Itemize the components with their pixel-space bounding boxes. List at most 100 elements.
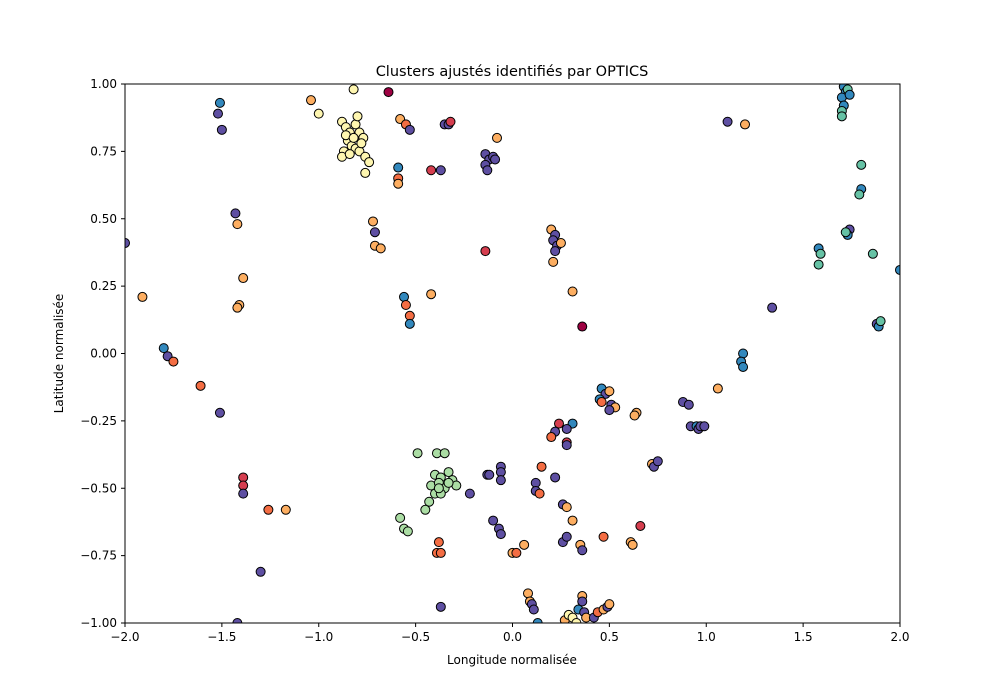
data-point [232, 618, 243, 623]
x-axis-label: Longitude normalisée [447, 653, 577, 667]
data-point [482, 165, 493, 176]
data-point [393, 178, 404, 189]
data-point [402, 526, 413, 537]
data-point [604, 405, 615, 416]
data-point [577, 321, 588, 332]
data-point [443, 467, 454, 478]
data-point [445, 116, 456, 127]
data-point [815, 248, 826, 259]
data-point [348, 132, 359, 143]
data-point [627, 539, 638, 550]
data-point [519, 539, 530, 550]
data-point [443, 477, 454, 488]
data-point [400, 299, 411, 310]
data-point [567, 515, 578, 526]
y-tick-label: 0.00 [90, 347, 117, 361]
data-point [546, 432, 557, 443]
data-point [561, 531, 572, 542]
data-point [230, 208, 241, 219]
data-point [577, 545, 588, 556]
data-point [567, 286, 578, 297]
data-point [412, 448, 423, 459]
data-point [360, 167, 371, 178]
data-point [875, 316, 886, 327]
data-point [577, 596, 588, 607]
data-point [836, 111, 847, 122]
data-point [740, 119, 750, 130]
data-point [484, 469, 495, 480]
data-point [629, 410, 640, 421]
data-point [238, 273, 249, 284]
x-tick-label: 0.0 [503, 630, 522, 644]
data-point [532, 618, 543, 623]
data-point [280, 504, 291, 515]
data-point [426, 165, 437, 176]
data-point [550, 472, 561, 483]
data-point [495, 475, 506, 486]
data-point [433, 483, 444, 494]
data-point [571, 618, 582, 623]
data-point [435, 601, 446, 612]
data-point [722, 116, 733, 127]
data-point [263, 504, 274, 515]
data-point [683, 399, 694, 410]
data-point [495, 529, 506, 540]
data-point [356, 138, 367, 149]
y-tick-label: −0.50 [80, 481, 117, 495]
data-point [464, 488, 475, 499]
data-point [404, 124, 415, 135]
y-tick-label: 0.25 [90, 279, 117, 293]
data-point [738, 361, 749, 372]
data-point [488, 515, 499, 526]
data-point [598, 531, 609, 542]
data-point [699, 421, 710, 432]
data-point [255, 566, 266, 577]
data-point [596, 397, 607, 408]
y-tick-label: −0.25 [80, 414, 117, 428]
data-point [492, 132, 502, 143]
y-tick-label: 1.00 [90, 77, 117, 91]
data-point [511, 547, 522, 558]
data-point [352, 111, 363, 122]
data-point [213, 108, 223, 119]
data-point [439, 448, 450, 459]
data-point [158, 343, 169, 354]
data-point [435, 165, 446, 176]
data-point [435, 547, 446, 558]
data-point [238, 488, 249, 499]
data-point [554, 418, 564, 429]
data-point [393, 162, 404, 173]
data-point [738, 348, 749, 359]
data-point [635, 520, 646, 531]
data-point [604, 599, 615, 610]
x-tick-label: −1.0 [304, 630, 333, 644]
data-points [125, 84, 900, 623]
data-point [854, 189, 865, 200]
data-point [536, 461, 547, 472]
data-point [364, 157, 375, 168]
x-tick-label: 1.5 [794, 630, 813, 644]
data-point [232, 219, 243, 230]
data-point [216, 124, 227, 135]
data-point [168, 356, 179, 367]
data-point [480, 246, 491, 257]
data-point [348, 84, 359, 95]
data-point [604, 386, 615, 397]
data-point [712, 383, 723, 394]
y-tick-label: 0.50 [90, 212, 117, 226]
x-tick-label: 2.0 [890, 630, 909, 644]
data-point [420, 504, 431, 515]
data-point [652, 456, 663, 467]
data-point [490, 154, 501, 165]
x-tick-label: 0.5 [600, 630, 619, 644]
data-point [375, 243, 386, 254]
data-point [550, 246, 561, 257]
data-point [813, 259, 824, 270]
data-point [523, 588, 533, 599]
chart-title: Clusters ajustés identifiés par OPTICS [376, 64, 649, 80]
data-point [840, 227, 851, 238]
x-tick-label: −0.5 [401, 630, 430, 644]
data-point [534, 488, 545, 499]
data-point [214, 407, 225, 418]
